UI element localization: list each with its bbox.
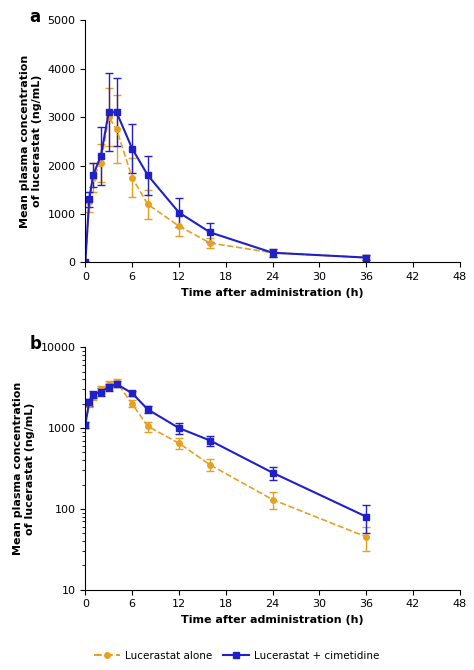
X-axis label: Time after administration (h): Time after administration (h) <box>181 287 364 297</box>
Y-axis label: Mean plasma concentration
of lucerastat (ng/mL): Mean plasma concentration of lucerastat … <box>20 55 42 228</box>
Legend: Lucerastat alone, Lucerastat + cimetidine: Lucerastat alone, Lucerastat + cimetidin… <box>90 647 384 665</box>
Y-axis label: Mean plasma concentration
of lucerastat (ng/mL): Mean plasma concentration of lucerastat … <box>13 382 35 555</box>
Text: b: b <box>29 335 41 353</box>
X-axis label: Time after administration (h): Time after administration (h) <box>181 615 364 625</box>
Text: a: a <box>29 8 40 26</box>
